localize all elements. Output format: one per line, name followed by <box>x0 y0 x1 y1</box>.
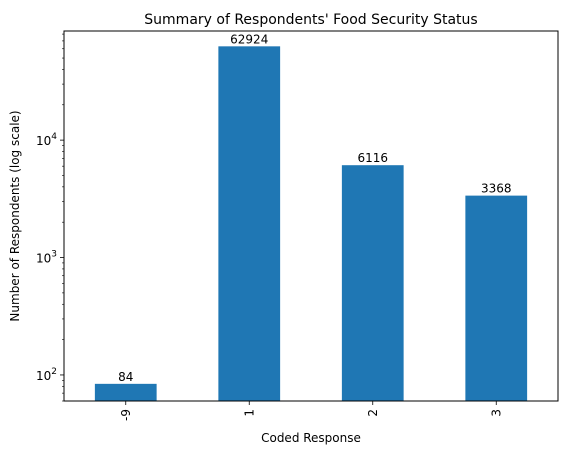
data-label-2: 6116 <box>357 151 388 165</box>
x-tick-label-3: 3 <box>489 409 503 417</box>
plot-area: 84 -9 62924 1 6116 2 3368 3 102 103 104 <box>36 32 528 421</box>
y-tick-label: 103 <box>36 250 57 266</box>
data-label-3: 3368 <box>481 182 512 196</box>
x-tick-label-1: 1 <box>242 409 256 417</box>
chart-title: Summary of Respondents' Food Security St… <box>144 12 477 28</box>
x-axis-label: Coded Response <box>261 431 361 445</box>
y-tick-label: 102 <box>36 367 57 383</box>
data-label--9: 84 <box>118 370 133 384</box>
plot-frame <box>63 30 559 402</box>
bar-3 <box>465 195 528 401</box>
bar-1 <box>218 46 281 402</box>
data-label-1: 62924 <box>230 32 268 46</box>
y-axis-label: Number of Respondents (log scale) <box>8 110 22 321</box>
bar--9 <box>94 383 157 401</box>
y-tick-label: 104 <box>36 132 57 148</box>
x-tick-label--9: -9 <box>119 409 133 421</box>
x-tick-label-2: 2 <box>366 409 380 417</box>
bar-2 <box>341 165 404 401</box>
